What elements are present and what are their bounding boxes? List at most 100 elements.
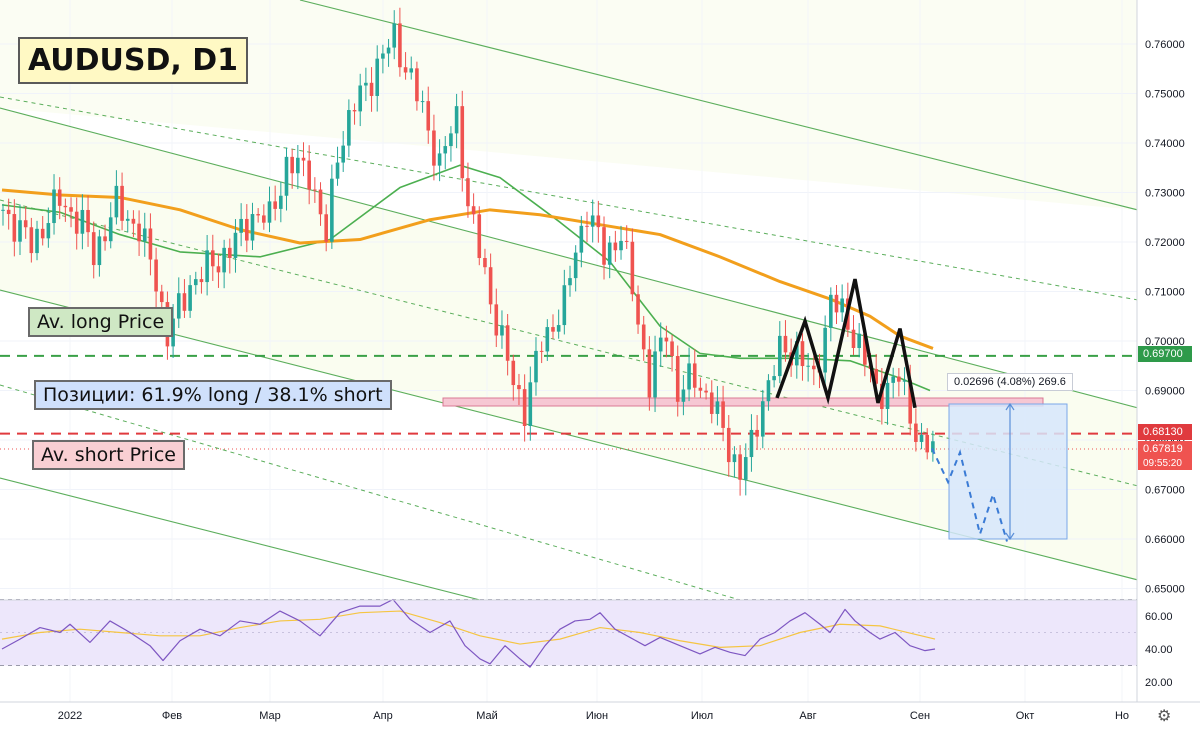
candle-body [6,209,11,215]
candle-body [313,189,317,191]
positions-ratio-label: Позиции: 61.9% long / 38.1% short [34,380,392,410]
candle-body [91,232,96,266]
candle-body [585,225,589,227]
candle-body [795,341,799,366]
measure-arrowhead-top [1005,402,1015,411]
pattern-line [775,278,917,409]
candle-body [630,241,635,295]
candle-body [29,227,34,254]
channel-upper-fill [0,0,1137,210]
candle-body [358,85,363,112]
candle-body [477,214,482,259]
candle-body [545,327,550,352]
candle-body [245,218,249,241]
price-tick-label: 0.73000 [1145,188,1185,200]
candle-body [46,223,51,239]
candle-body [891,376,895,383]
candle-body [806,365,810,367]
channel-line [299,0,1137,211]
candle-body [687,363,691,390]
time-tick-label: Июл [691,710,713,722]
candle-body [125,218,130,221]
rsi-tick-label: 20.00 [1145,677,1173,689]
candle-body [131,218,136,224]
candle-body [556,325,561,332]
candle-body [228,247,232,258]
price-axis[interactable]: 0.76000 0.75000 0.74000 0.73000 0.72000 0.710… [1145,39,1185,689]
candle-body [290,156,294,174]
candle-body [880,383,884,409]
candle-body [902,380,907,382]
candle-body [840,298,844,313]
candle-body [732,454,737,463]
candle-body [426,101,431,131]
candle-body [57,189,62,206]
time-tick-label: Май [476,710,498,722]
candle-body [420,101,425,103]
candle-body [517,385,521,390]
candle-body [103,236,107,242]
candle-body [1,209,5,211]
candle-body [812,365,816,370]
candle-body [607,242,612,265]
settings-gear-icon[interactable]: ⚙ [1157,708,1172,725]
time-tick-label: Сен [910,710,930,722]
candle-body [341,145,345,163]
candle-body [188,285,192,311]
candle-body [755,429,759,437]
candle-body [500,325,504,336]
candle-body [256,214,260,216]
price-tick-label: 0.76000 [1145,39,1185,51]
candle-body [466,178,470,207]
candle-body [647,349,652,398]
candle-body [239,218,243,233]
candle-body [301,157,306,161]
candle-body [460,106,465,179]
candle-body [698,387,703,391]
channel-midline [0,384,741,600]
time-axis[interactable]: 2022 Фев Мар Апр Май Июн Июл Авг Сен Окт Но [58,710,1129,722]
channel-background [0,0,1137,580]
candle-body [522,389,527,426]
candle-body [120,185,124,221]
candle-body [193,279,198,286]
candle-body [296,157,300,174]
candle-body [330,178,334,242]
projection-path [931,447,1008,542]
candle-body [528,382,533,426]
price-tick-label: 0.69000 [1145,386,1185,398]
channel-line [0,107,1137,409]
candle-body [335,162,340,179]
rsi-band-fill [0,599,1137,666]
candle-body [664,337,669,342]
candle-body [69,207,73,212]
candle-body [403,67,408,73]
bar-countdown: 09:55:20 [1138,457,1192,470]
candle-body [760,401,765,437]
candle-body [398,23,402,68]
candle-body [233,232,238,258]
candle-body [199,279,204,283]
candle-body [675,355,680,402]
candle-body [636,294,640,325]
candle-body [596,215,601,228]
candle-body [63,205,68,208]
candle-body [829,294,833,328]
candle-body [18,220,22,242]
candle-body [874,369,878,384]
candle-body [108,217,113,242]
time-tick-label: Мар [259,710,281,722]
candle-body [148,228,153,260]
candle-body [97,236,102,266]
candle-body [250,214,255,241]
time-tick-label: Но [1115,710,1129,722]
candle-body [449,133,453,147]
candle-body [392,23,397,48]
candle-body [114,185,119,218]
rsi-tick-label: 60.00 [1145,611,1173,623]
channel-midline [0,199,1137,487]
candle-body [159,291,164,303]
candle-body [488,267,493,305]
measure-tool-label: 0.02696 (4.08%) 269.6 [947,373,1073,391]
